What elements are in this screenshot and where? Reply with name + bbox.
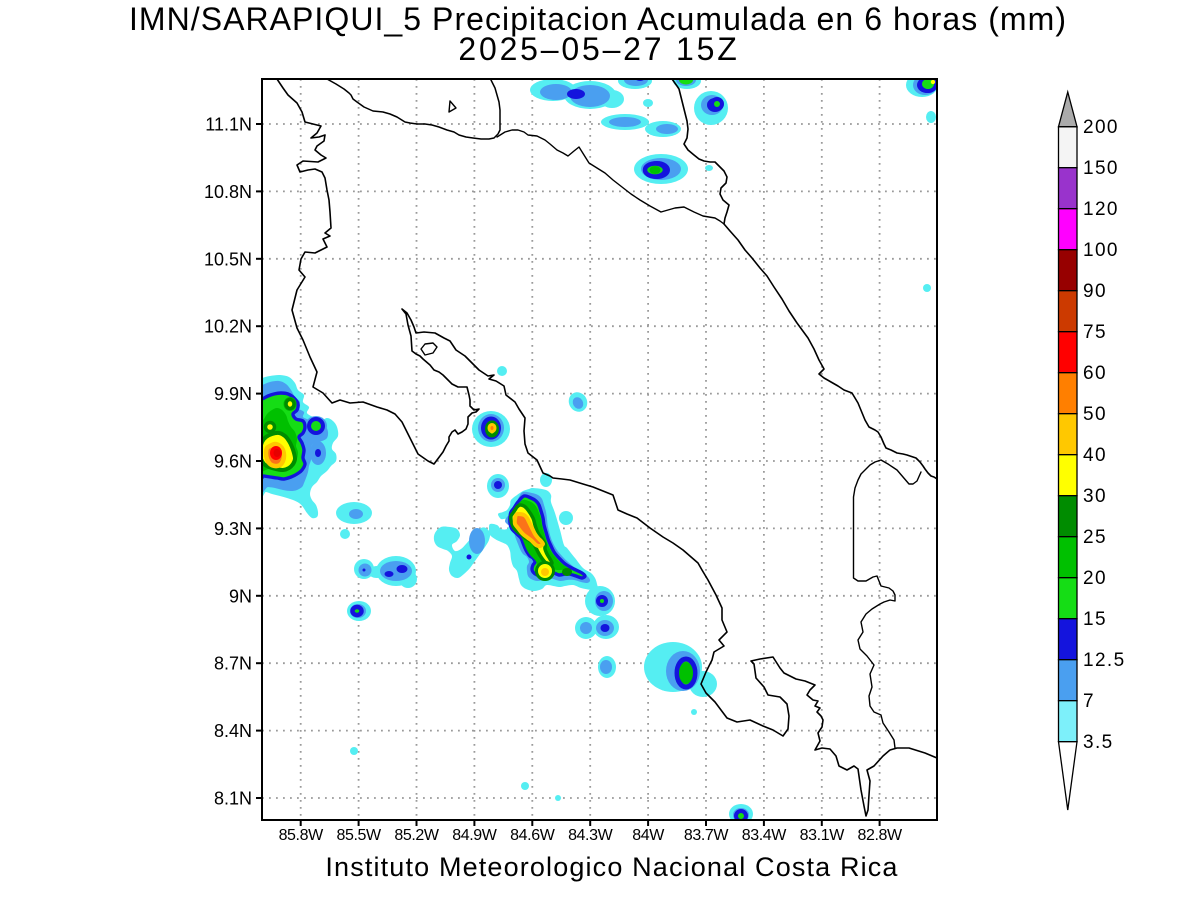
- svg-text:85.8W: 85.8W: [279, 827, 325, 844]
- svg-text:90: 90: [1083, 281, 1107, 302]
- svg-text:84.6W: 84.6W: [510, 827, 556, 844]
- svg-text:75: 75: [1083, 322, 1107, 343]
- svg-text:7: 7: [1083, 691, 1095, 712]
- svg-text:9.6N: 9.6N: [214, 452, 252, 472]
- svg-text:9.3N: 9.3N: [214, 519, 252, 539]
- svg-text:10.8N: 10.8N: [204, 182, 252, 202]
- svg-text:84.9W: 84.9W: [452, 827, 498, 844]
- svg-text:20: 20: [1083, 568, 1107, 589]
- svg-text:9.9N: 9.9N: [214, 384, 252, 404]
- svg-text:83.4W: 83.4W: [742, 827, 788, 844]
- svg-text:85.5W: 85.5W: [336, 827, 382, 844]
- svg-text:100: 100: [1083, 240, 1119, 261]
- svg-text:40: 40: [1083, 445, 1107, 466]
- svg-text:10.5N: 10.5N: [204, 249, 252, 269]
- svg-text:8.7N: 8.7N: [214, 654, 252, 674]
- svg-text:200: 200: [1083, 117, 1119, 138]
- svg-text:84W: 84W: [632, 827, 665, 844]
- svg-text:83.1W: 83.1W: [800, 827, 846, 844]
- svg-text:11.1N: 11.1N: [205, 115, 252, 135]
- svg-text:85.2W: 85.2W: [394, 827, 440, 844]
- svg-text:10.2N: 10.2N: [204, 317, 252, 337]
- svg-text:50: 50: [1083, 404, 1107, 425]
- svg-text:8.1N: 8.1N: [214, 789, 252, 809]
- svg-text:15: 15: [1083, 609, 1107, 630]
- svg-text:120: 120: [1083, 199, 1119, 220]
- svg-text:30: 30: [1083, 486, 1107, 507]
- svg-text:12.5: 12.5: [1083, 650, 1126, 671]
- svg-text:IMN/SARAPIQUI_5 Precipitacion: IMN/SARAPIQUI_5 Precipitacion Acumulada …: [129, 1, 1067, 37]
- svg-text:60: 60: [1083, 363, 1107, 384]
- svg-text:8.4N: 8.4N: [214, 721, 252, 741]
- svg-text:82.8W: 82.8W: [857, 827, 903, 844]
- svg-text:Instituto Meteorologico Nacion: Instituto Meteorologico Nacional Costa R…: [325, 852, 898, 882]
- svg-text:3.5: 3.5: [1083, 732, 1114, 753]
- svg-text:84.3W: 84.3W: [568, 827, 614, 844]
- svg-text:2025–05–27 15Z: 2025–05–27 15Z: [458, 31, 739, 67]
- svg-text:9N: 9N: [229, 586, 252, 606]
- svg-text:150: 150: [1083, 158, 1119, 179]
- svg-text:83.7W: 83.7W: [684, 827, 730, 844]
- svg-text:25: 25: [1083, 527, 1107, 548]
